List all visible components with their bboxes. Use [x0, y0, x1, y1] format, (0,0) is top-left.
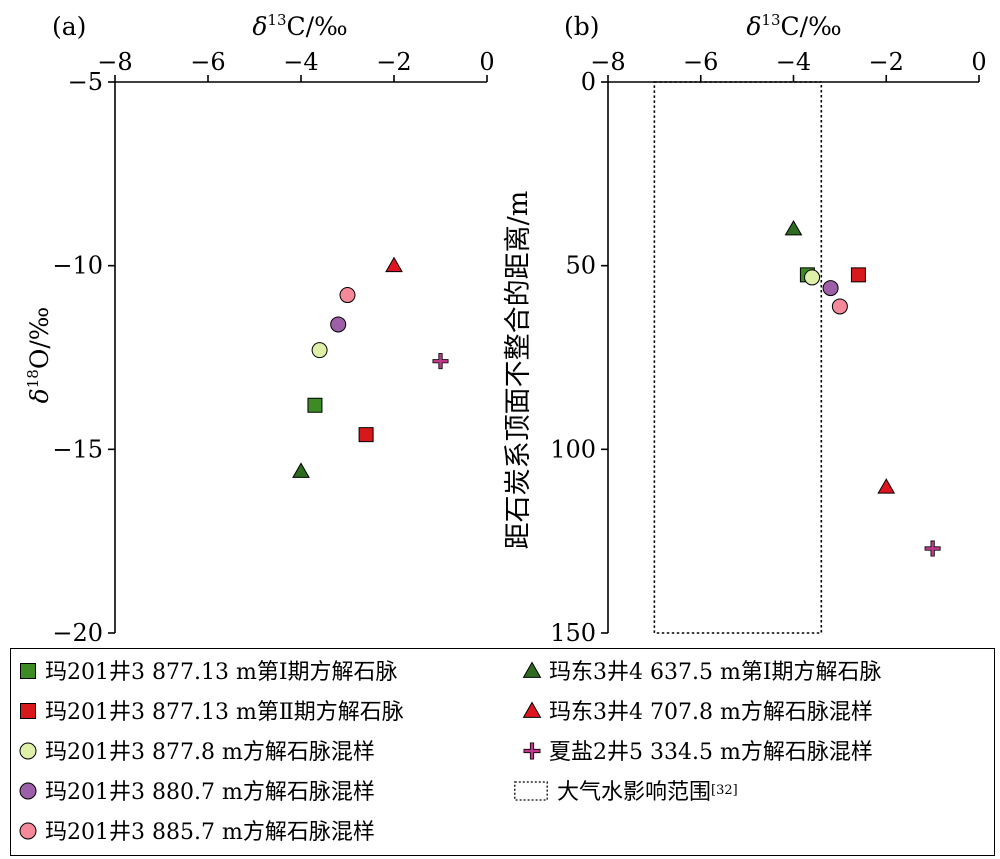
legend-marker-circle	[19, 822, 37, 840]
data-point-circle	[822, 280, 839, 297]
data-point-triangle	[877, 478, 896, 494]
legend-marker-circle	[19, 742, 37, 760]
legend-label: 玛东3井4 707.8 m方解石脉混样	[549, 700, 873, 725]
data-point-triangle	[292, 462, 310, 478]
data-point-square	[850, 267, 866, 283]
x-tick-label: −6	[190, 48, 225, 76]
x-tick-label: 0	[971, 48, 986, 76]
panel-a: −8 −6 −4 −2 0−5−10−15−20(a) δ13C/‰δ18O/‰	[24, 11, 495, 647]
legend-item: 玛201井3 885.7 m方解石脉混样	[17, 814, 375, 846]
data-point-circle	[831, 298, 848, 315]
x-tick-label: −6	[683, 48, 718, 76]
legend-ref: [32]	[711, 782, 738, 798]
y-tick-label: 100	[550, 435, 596, 463]
legend-label: 玛东3井4 637.5 m第Ⅰ期方解石脉	[549, 660, 882, 685]
panel-label: (b)	[564, 12, 600, 41]
y-tick-label: 50	[565, 252, 596, 280]
panel-label: (a)	[52, 12, 86, 41]
data-point-square	[358, 427, 374, 443]
y-tick-label: 0	[581, 68, 596, 96]
legend-marker-plus	[523, 742, 541, 760]
data-point-plus	[924, 540, 941, 557]
legend-item: 夏盐2井5 334.5 m方解石脉混样	[521, 734, 873, 766]
data-point-circle	[804, 269, 821, 286]
y-axis-title: 距石炭系顶面不整合的距离/m	[503, 191, 534, 550]
x-axis-title: δ13C/‰	[252, 11, 347, 41]
legend-item: 玛东3井4 707.8 m方解石脉混样	[521, 694, 873, 726]
x-tick-label: −8	[97, 48, 132, 76]
legend-marker-square	[20, 663, 36, 679]
legend-label: 玛201井3 877.8 m方解石脉混样	[45, 740, 375, 765]
legend-item: 大气水影响范围 [32]	[511, 774, 738, 806]
legend-item: 玛201井3 877.13 m第Ⅰ期方解石脉	[17, 654, 398, 686]
legend-item: 玛201井3 880.7 m方解石脉混样	[17, 774, 375, 806]
legend-label: 玛201井3 877.13 m第Ⅰ期方解石脉	[45, 660, 398, 685]
data-point-triangle	[784, 219, 803, 236]
y-tick-label: −15	[52, 435, 103, 463]
y-tick-label: −20	[52, 619, 103, 647]
data-point-circle	[311, 342, 328, 359]
x-tick-label: −2	[869, 48, 904, 76]
legend-item: 玛东3井4 637.5 m第Ⅰ期方解石脉	[521, 654, 882, 686]
y-axis-title: δ18O/‰	[24, 307, 54, 404]
x-tick-label: −4	[283, 48, 318, 76]
legend-box: 玛201井3 877.13 m第Ⅰ期方解石脉 玛201井3 877.13 m第Ⅱ期…	[10, 648, 995, 856]
legend-marker-triangle	[522, 661, 542, 678]
panel-b: −8 −6 −4 −2 0 0 50 100 150 (b) δ13C/‰ 距石炭系顶面不整合的距离/…	[503, 11, 987, 647]
legend-marker-square	[20, 703, 36, 719]
y-tick-label: −10	[52, 252, 103, 280]
meteoric-water-region	[653, 81, 823, 634]
legend-label: 玛201井3 885.7 m方解石脉混样	[45, 820, 375, 845]
x-tick-label: 0	[479, 48, 494, 76]
y-tick-label: −5	[68, 68, 103, 96]
data-point-triangle	[385, 256, 403, 273]
y-tick-label: 150	[550, 619, 596, 647]
legend-marker-dotted-rect	[514, 781, 548, 801]
data-point-circle	[339, 287, 356, 304]
legend-item: 玛201井3 877.8 m方解石脉混样	[17, 734, 375, 766]
legend-marker-circle	[19, 782, 37, 800]
legend-label: 大气水影响范围	[557, 780, 712, 805]
x-tick-label: −2	[376, 48, 411, 76]
legend-label: 玛201井3 877.13 m第Ⅱ期方解石脉	[45, 700, 404, 725]
x-tick-label: −8	[590, 48, 625, 76]
data-point-square	[307, 397, 323, 413]
x-axis-title: δ13C/‰	[746, 11, 841, 41]
legend-label: 玛201井3 880.7 m方解石脉混样	[45, 780, 375, 805]
data-point-plus	[432, 353, 449, 370]
legend-item: 玛201井3 877.13 m第Ⅱ期方解石脉	[17, 694, 404, 726]
legend-marker-triangle	[522, 701, 542, 718]
legend-label: 夏盐2井5 334.5 m方解石脉混样	[549, 740, 873, 765]
x-tick-label: −4	[776, 48, 811, 76]
data-point-circle	[330, 316, 347, 333]
